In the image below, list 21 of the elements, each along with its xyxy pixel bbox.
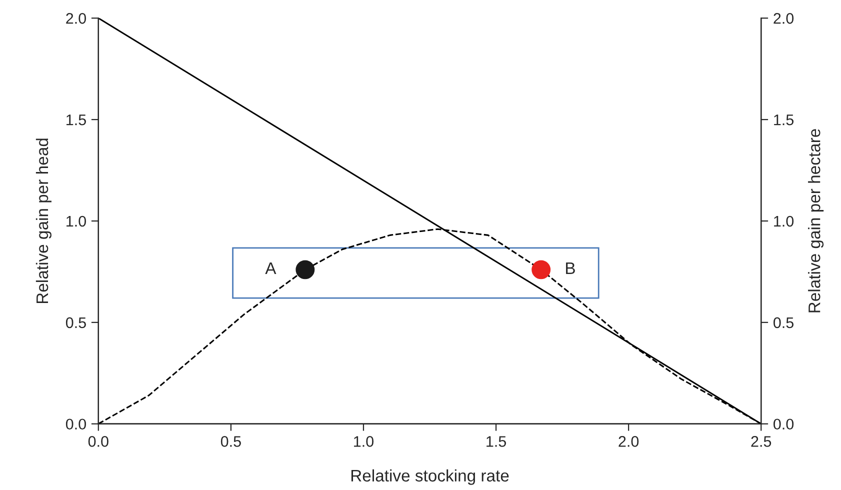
y2-tick-label: 1.0 (774, 216, 794, 227)
annotation: B (566, 262, 575, 274)
y-tick-label: 0.0 (66, 418, 86, 430)
y-tick-label: 1.5 (66, 114, 86, 126)
y2-tick-label: 0.5 (774, 317, 794, 328)
x-tick-label: 1.5 (486, 436, 506, 447)
y-tick-label: 0.5 (66, 317, 86, 328)
x-tick-label: 2.0 (618, 436, 639, 447)
y-tick-label: 2.0 (66, 13, 86, 24)
x-axis-title: Relative stocking rate (351, 469, 509, 485)
y2-axis-title: Relative gain per hectare (808, 129, 824, 312)
y2-tick-label: 1.5 (774, 114, 794, 126)
y2-tick-label: 2.0 (774, 13, 794, 24)
x-tick-label: 0.5 (220, 436, 241, 447)
y-tick-label: 1.0 (66, 216, 86, 227)
x-tick-label: 0.0 (88, 436, 108, 447)
y-axis-title: Relative gain per head (36, 138, 52, 304)
annotation: A (265, 262, 276, 274)
x-tick-label: 1.0 (354, 436, 374, 447)
x-tick-label: 2.5 (751, 436, 772, 447)
y2-tick-label: 0.0 (774, 418, 794, 430)
